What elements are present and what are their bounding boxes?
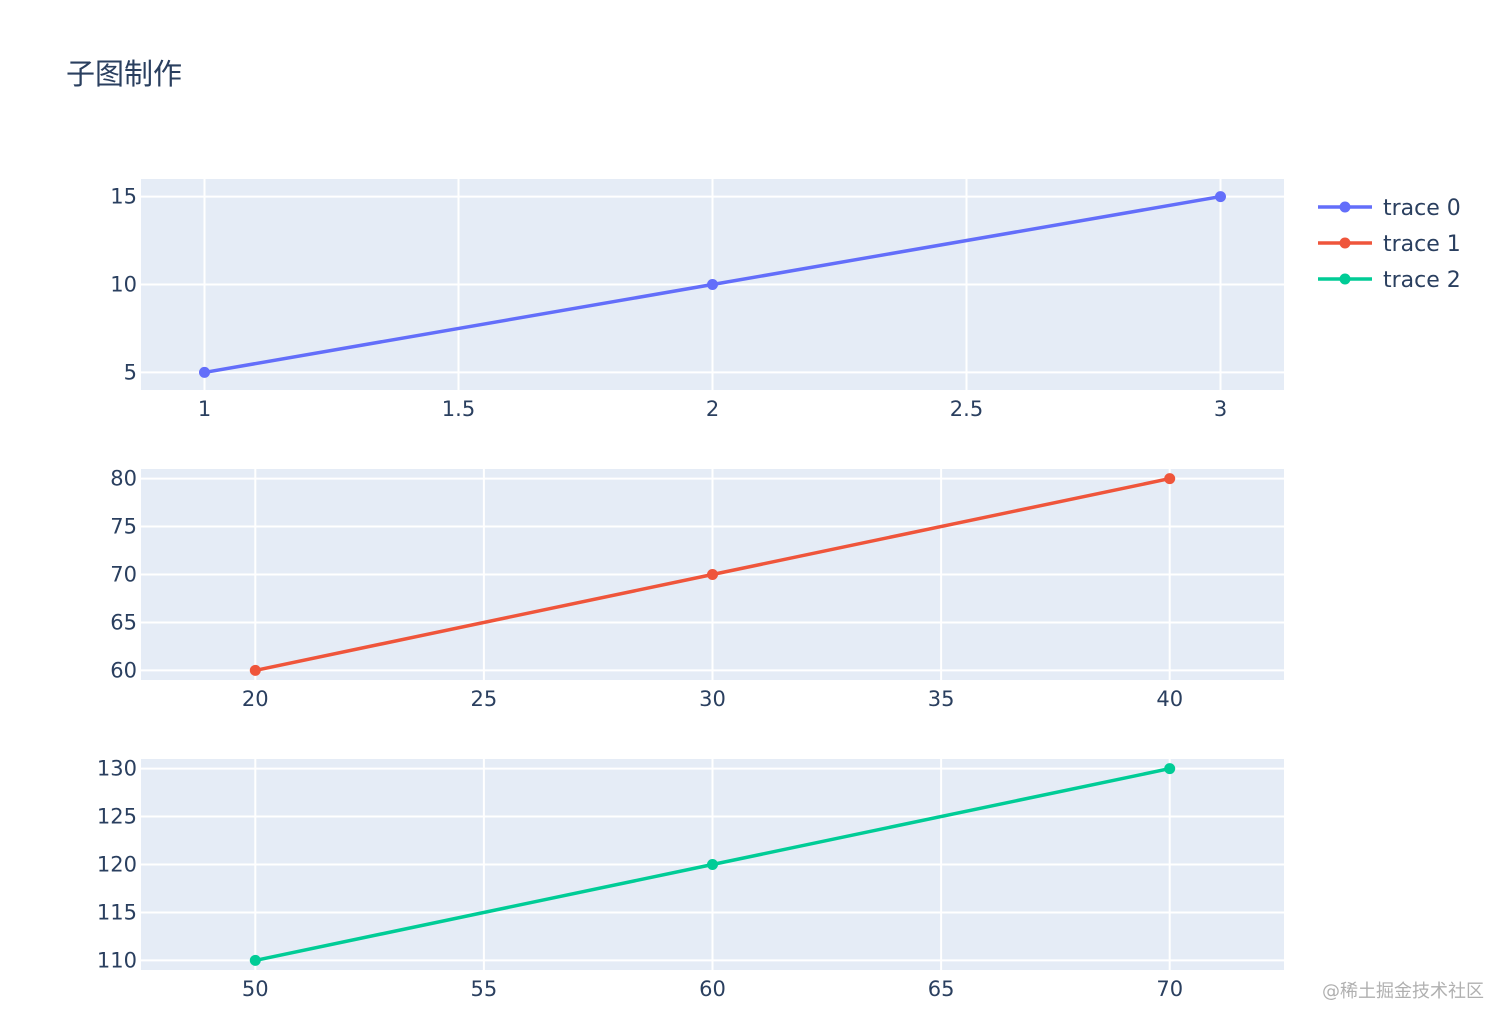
y-tick-label: 5 xyxy=(124,360,137,384)
y-tick-label: 65 xyxy=(110,610,137,634)
x-tick-label: 25 xyxy=(471,687,498,711)
legend-item[interactable]: trace 1 xyxy=(1318,232,1461,257)
data-point xyxy=(249,954,261,966)
legend: trace 0 trace 1 trace 2 xyxy=(1318,196,1461,293)
y-tick-label: 60 xyxy=(110,658,137,682)
legend-marker xyxy=(1339,273,1351,285)
y-tick-label: 15 xyxy=(110,185,137,209)
legend-item[interactable]: trace 0 xyxy=(1318,196,1461,221)
x-tick-label: 50 xyxy=(242,977,269,1001)
legend-label: trace 0 xyxy=(1383,196,1461,221)
y-tick-label: 80 xyxy=(110,467,137,491)
subplot-1: 1 1.5 2 2.5 3 5 10 15 xyxy=(110,179,1284,421)
y-tick-label: 75 xyxy=(110,515,137,539)
x-tick-label: 35 xyxy=(928,687,955,711)
legend-label: trace 1 xyxy=(1383,232,1461,257)
y-tick-label: 115 xyxy=(97,900,137,924)
x-tick-label: 1.5 xyxy=(442,397,475,421)
legend-marker xyxy=(1339,237,1351,249)
x-tick-label: 20 xyxy=(242,687,269,711)
x-tick-label: 2.5 xyxy=(950,397,983,421)
x-tick-label: 3 xyxy=(1214,397,1227,421)
x-tick-label: 30 xyxy=(699,687,726,711)
subplot-3: 50 55 60 65 70 110 115 120 125 130 xyxy=(97,757,1284,1001)
data-point xyxy=(1215,191,1226,203)
y-tick-label: 10 xyxy=(110,273,137,297)
legend-label: trace 2 xyxy=(1383,268,1461,293)
x-tick-label: 70 xyxy=(1156,977,1183,1001)
x-tick-label: 1 xyxy=(198,397,211,421)
x-tick-label: 65 xyxy=(928,977,955,1001)
y-tick-label: 130 xyxy=(97,757,137,781)
data-point xyxy=(707,279,718,290)
legend-item[interactable]: trace 2 xyxy=(1318,268,1461,293)
y-tick-label: 70 xyxy=(110,563,137,587)
watermark-text: @稀土掘金技术社区 xyxy=(1322,981,1484,1002)
data-point xyxy=(1164,473,1176,485)
data-point xyxy=(707,569,718,580)
x-tick-label: 40 xyxy=(1156,687,1183,711)
x-tick-label: 60 xyxy=(699,977,726,1001)
x-tick-label: 55 xyxy=(471,977,498,1001)
chart-title: 子图制作 xyxy=(66,57,182,91)
legend-marker xyxy=(1339,201,1351,213)
data-point xyxy=(249,664,261,676)
data-point xyxy=(707,859,718,870)
subplot-2: 20 25 30 35 40 60 65 70 75 80 xyxy=(110,467,1284,711)
y-tick-label: 125 xyxy=(97,805,137,829)
data-point xyxy=(1164,763,1176,775)
data-point xyxy=(199,366,210,378)
y-tick-label: 110 xyxy=(97,948,137,972)
y-tick-label: 120 xyxy=(97,853,137,877)
x-tick-label: 2 xyxy=(706,397,719,421)
